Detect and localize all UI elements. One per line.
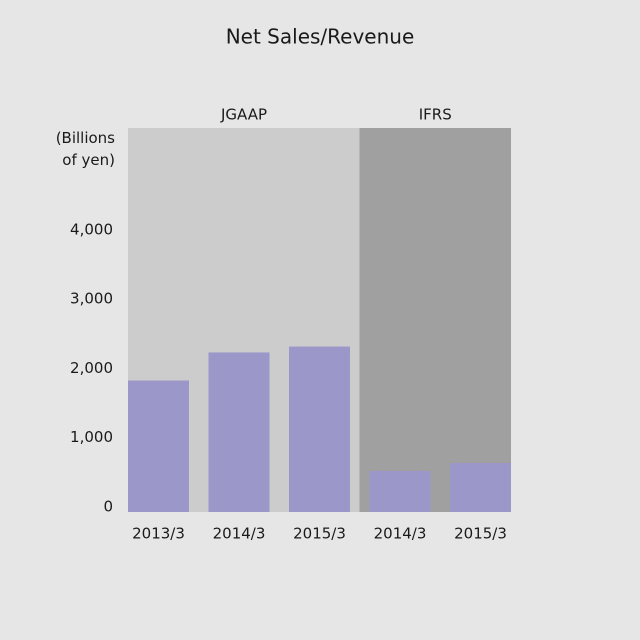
y-axis-label: (Billions of yen) xyxy=(55,129,115,169)
x-tick-label: 2015/3 xyxy=(293,525,346,543)
x-tick-label: 2014/3 xyxy=(374,525,427,543)
group-label: JGAAP xyxy=(220,106,267,124)
bar xyxy=(369,470,431,512)
bar xyxy=(450,462,511,512)
bar xyxy=(128,380,189,512)
y-tick-label: 1,000 xyxy=(70,428,113,446)
group-label: IFRS xyxy=(419,106,452,124)
y-tick-label: 0 xyxy=(103,498,113,516)
y-tick-label: 2,000 xyxy=(70,359,113,377)
x-tick-label: 2014/3 xyxy=(213,525,266,543)
x-tick-label: 2015/3 xyxy=(454,525,507,543)
x-tick-label: 2013/3 xyxy=(132,525,185,543)
y-tick-label: 3,000 xyxy=(70,290,113,308)
group-background xyxy=(359,128,511,512)
bar xyxy=(208,352,270,512)
y-tick-label: 4,000 xyxy=(70,220,113,238)
chart-title: Net Sales/Revenue xyxy=(226,25,415,49)
bar xyxy=(289,346,350,512)
